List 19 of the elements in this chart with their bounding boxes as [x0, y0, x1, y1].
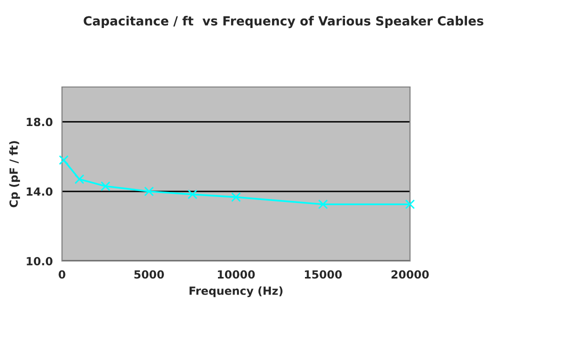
- point: [144, 186, 154, 196]
- x-tick-label: 15000: [304, 270, 342, 279]
- x-tick-label: 5000: [134, 270, 164, 279]
- point: [318, 199, 328, 210]
- point: [405, 199, 415, 210]
- point: [100, 181, 110, 192]
- point: [74, 174, 84, 184]
- x-tick-label: 0: [58, 270, 66, 279]
- y-axis-title: Cp (pF / ft): [9, 141, 20, 208]
- point: [231, 192, 241, 202]
- x-tick-label: 10000: [218, 270, 255, 279]
- y-tick-label: 14.0: [26, 187, 52, 196]
- chart-title: Capacitance / ft vs Frequency of Various Speaker Cables: [84, 16, 484, 28]
- x-axis-title: Frequency (Hz): [190, 286, 282, 298]
- y-tick-label: 18.0: [26, 118, 52, 126]
- point: [58, 155, 69, 165]
- y-tick-label: 10.0: [26, 256, 52, 266]
- point: [188, 189, 198, 200]
- x-tick-label: 20000: [392, 270, 429, 279]
